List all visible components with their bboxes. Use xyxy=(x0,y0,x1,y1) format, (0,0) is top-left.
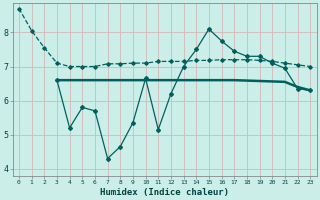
X-axis label: Humidex (Indice chaleur): Humidex (Indice chaleur) xyxy=(100,188,229,197)
